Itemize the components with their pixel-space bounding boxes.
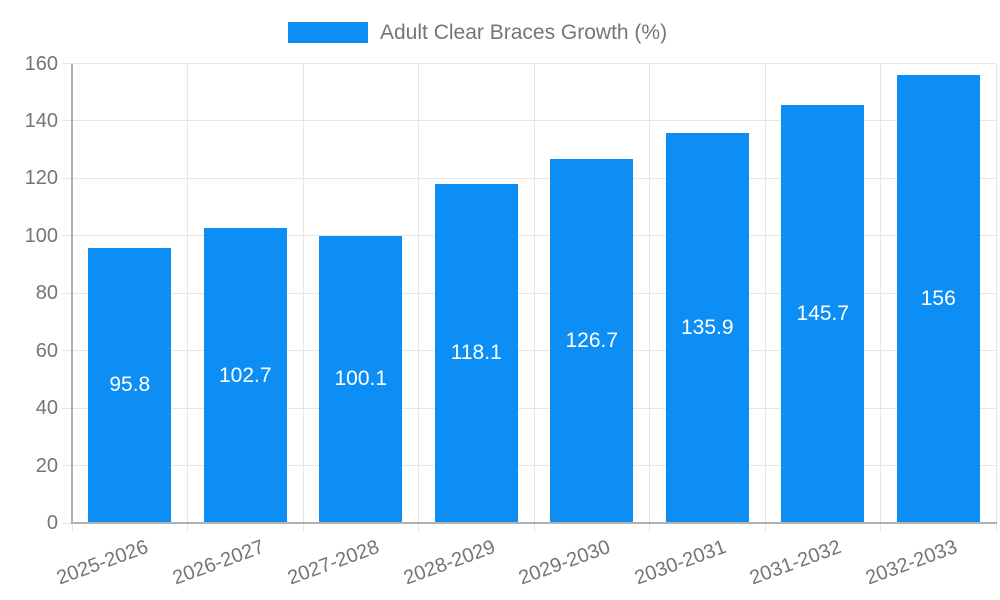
x-gridline [187, 63, 188, 532]
x-gridline [649, 63, 650, 532]
y-tick-label: 120 [24, 167, 58, 190]
y-gridline [62, 63, 996, 64]
x-tick-label: 2030-2031 [631, 536, 729, 590]
x-gridline [533, 63, 535, 532]
y-gridline [62, 350, 996, 352]
y-gridline [62, 407, 996, 409]
bar[interactable] [203, 228, 287, 523]
x-tick-label: 2029-2030 [515, 536, 614, 590]
bar-value-label: 102.7 [218, 363, 272, 387]
x-gridline [418, 63, 419, 532]
bar-value-label: 156 [920, 286, 956, 310]
x-gridline [302, 63, 304, 532]
legend-swatch-icon [288, 22, 368, 43]
y-tick-label: 160 [24, 52, 58, 75]
x-tick-label: 2028-2029 [400, 536, 498, 590]
y-tick-label: 40 [35, 397, 58, 420]
y-tick-label: 80 [35, 282, 58, 305]
bar[interactable] [88, 247, 172, 523]
bar[interactable] [319, 235, 403, 523]
x-tick-label: 2032-2033 [862, 536, 960, 590]
bar[interactable] [665, 132, 749, 523]
x-gridline [880, 63, 881, 532]
bar-value-label: 135.9 [680, 315, 734, 339]
y-tick-label: 100 [24, 224, 58, 247]
x-tick-label: 2027-2028 [284, 536, 383, 590]
y-tick-label: 140 [24, 109, 58, 132]
x-tick-label: 2026-2027 [169, 536, 267, 590]
bar[interactable] [550, 159, 634, 523]
y-gridline [62, 235, 996, 237]
x-tick-label: 2025-2026 [53, 536, 152, 590]
y-gridline [62, 465, 996, 467]
y-gridline [62, 177, 996, 179]
y-gridline [62, 120, 996, 122]
bar-value-label: 100.1 [334, 367, 388, 391]
y-tick-label: 60 [35, 339, 58, 362]
bar-value-label: 145.7 [796, 301, 850, 325]
y-gridline [62, 292, 996, 294]
bar[interactable] [434, 183, 518, 523]
y-tick-label: 0 [46, 512, 58, 534]
bar-value-label: 126.7 [565, 329, 619, 353]
chart-legend[interactable]: Adult Clear Braces Growth (%) [288, 22, 667, 43]
bar[interactable] [896, 74, 980, 523]
x-gridline [764, 63, 766, 532]
bar-value-label: 118.1 [450, 341, 502, 365]
x-tick-label: 2031-2032 [746, 536, 845, 590]
x-gridline [995, 63, 997, 532]
y-tick-label: 20 [35, 454, 58, 477]
bar-value-label: 95.8 [109, 373, 151, 397]
bar[interactable] [781, 104, 865, 523]
x-axis-line [71, 522, 997, 524]
y-axis-line [71, 63, 73, 523]
legend-label: Adult Clear Braces Growth (%) [380, 21, 668, 44]
